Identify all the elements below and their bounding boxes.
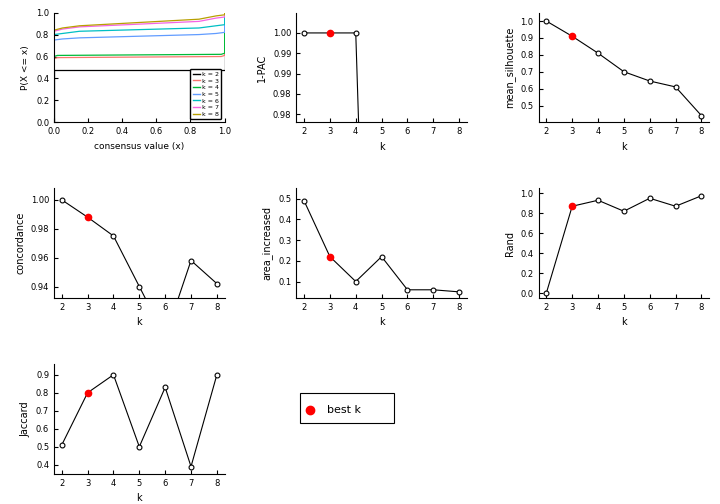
- X-axis label: k: k: [137, 493, 142, 503]
- X-axis label: k: k: [379, 142, 384, 152]
- X-axis label: k: k: [137, 318, 142, 328]
- Y-axis label: P(X <= x): P(X <= x): [22, 45, 30, 90]
- Y-axis label: mean_silhouette: mean_silhouette: [504, 27, 515, 108]
- X-axis label: k: k: [621, 318, 626, 328]
- Text: best k: best k: [327, 405, 361, 415]
- Y-axis label: area_increased: area_increased: [261, 206, 273, 280]
- X-axis label: k: k: [379, 318, 384, 328]
- Legend: k = 2, k = 3, k = 4, k = 5, k = 6, k = 7, k = 8: k = 2, k = 3, k = 4, k = 5, k = 6, k = 7…: [190, 69, 222, 119]
- Y-axis label: 1-PAC: 1-PAC: [257, 53, 267, 82]
- X-axis label: consensus value (x): consensus value (x): [94, 142, 184, 151]
- X-axis label: k: k: [621, 142, 626, 152]
- Y-axis label: Rand: Rand: [505, 231, 515, 256]
- Y-axis label: Jaccard: Jaccard: [20, 401, 30, 436]
- Y-axis label: concordance: concordance: [15, 212, 25, 274]
